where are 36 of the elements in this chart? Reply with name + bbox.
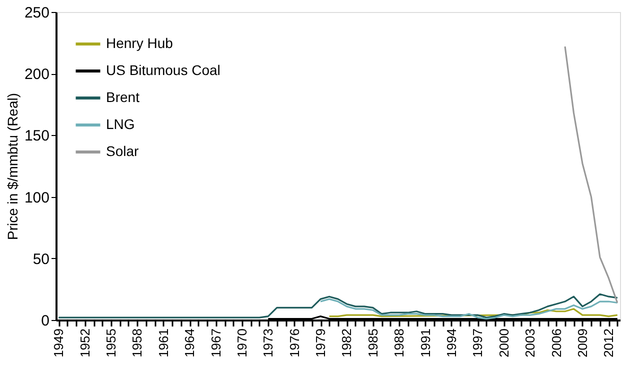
x-tick-label: 1979 xyxy=(313,328,328,358)
x-tick-label: 2006 xyxy=(548,328,564,358)
y-tick-label: 50 xyxy=(32,250,50,268)
y-tick-label: 150 xyxy=(24,128,50,145)
line-series xyxy=(320,298,618,320)
x-tick-label: 1982 xyxy=(339,328,354,358)
y-axis-title: Price in $/mmbtu (Real) xyxy=(4,92,20,240)
x-tick-label: 1973 xyxy=(260,328,276,358)
x-tick-label: 2003 xyxy=(522,328,538,358)
x-tick-label: 2000 xyxy=(496,328,512,358)
y-tick-label: 250 xyxy=(24,4,50,22)
x-tick-label: 2009 xyxy=(574,328,590,358)
line-series xyxy=(564,46,618,304)
x-tick-label: 1988 xyxy=(392,328,407,358)
legend-label: US Bitumous Coal xyxy=(106,62,220,78)
x-tick-label: 2012 xyxy=(601,328,616,358)
x-tick-label: 1985 xyxy=(365,328,380,358)
legend-label: Brent xyxy=(106,89,140,105)
x-tick-label: 1964 xyxy=(182,328,198,358)
y-tick-label: 0 xyxy=(41,312,50,330)
x-tick-label: 1958 xyxy=(130,328,145,358)
x-tick-label: 1952 xyxy=(77,328,92,358)
x-tick-label: 1955 xyxy=(104,328,119,358)
legend-label: LNG xyxy=(106,116,135,132)
x-tick-label: 1970 xyxy=(234,328,250,358)
x-tick-label: 1949 xyxy=(51,328,66,358)
legend-label: Henry Hub xyxy=(106,35,174,51)
x-tick-label: 1991 xyxy=(418,328,433,358)
x-tick-label: 1967 xyxy=(208,328,224,358)
x-tick-label: 1994 xyxy=(444,328,459,358)
y-tick-label: 100 xyxy=(24,189,50,206)
x-tick-label: 1976 xyxy=(286,328,302,358)
legend-label: Solar xyxy=(106,143,140,159)
x-tick-label: 1997 xyxy=(470,328,486,358)
y-tick-label: 200 xyxy=(24,66,50,84)
x-tick-label: 1961 xyxy=(156,328,171,358)
